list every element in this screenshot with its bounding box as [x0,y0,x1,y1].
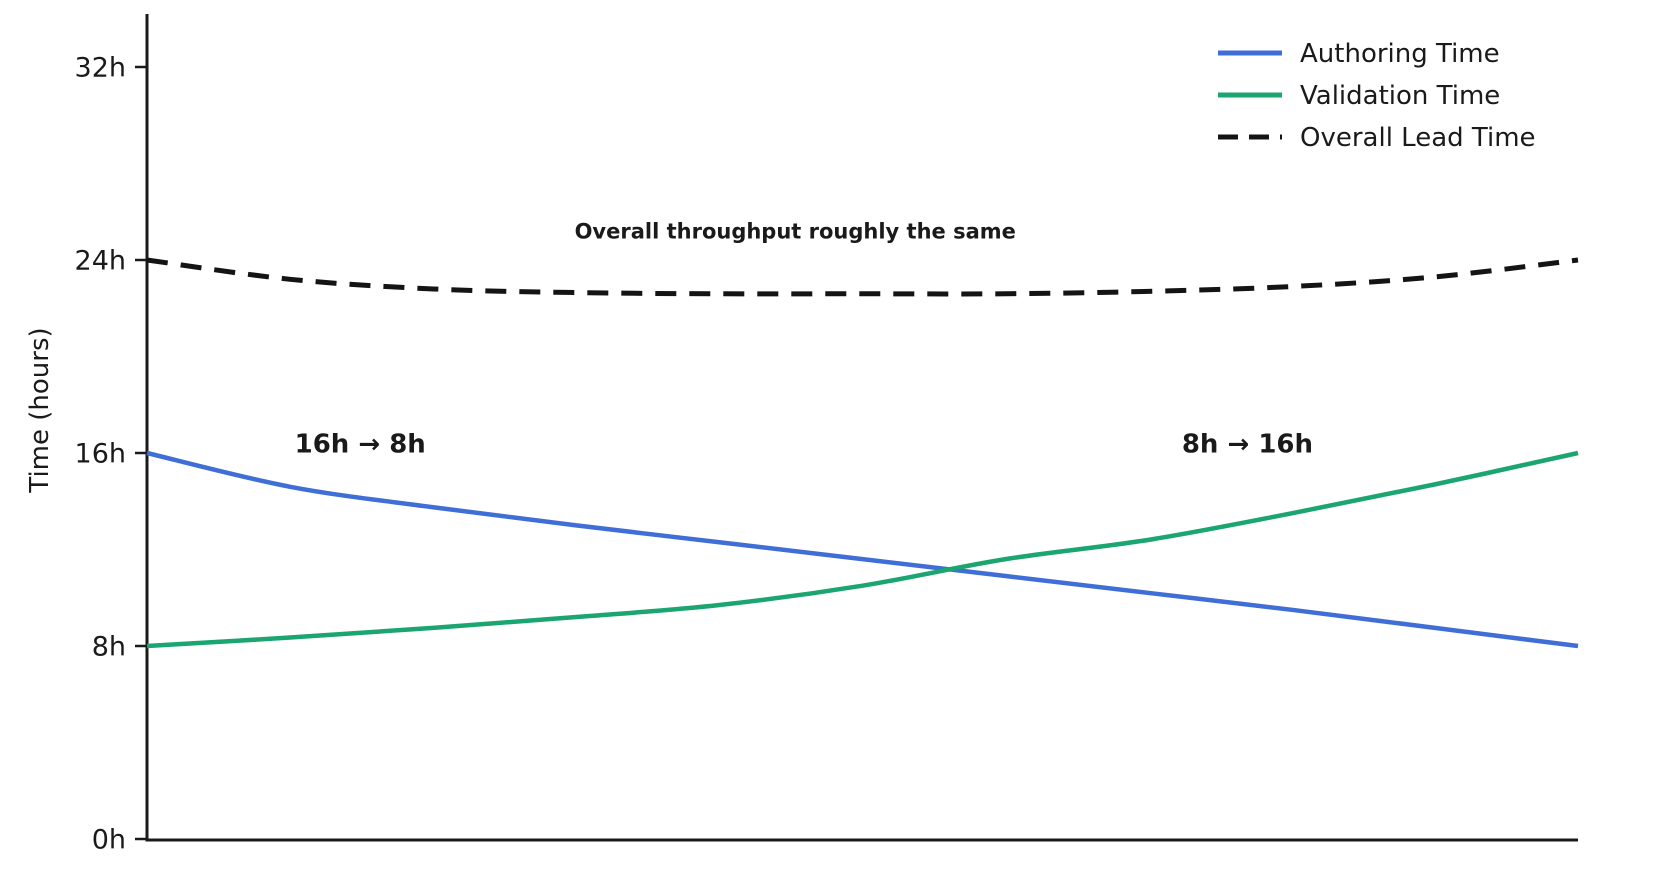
legend-label-overall: Overall Lead Time [1300,123,1536,153]
annotations: 16h → 8h 8h → 16h Overall throughput rou… [295,219,1313,459]
series-line-authoring-time [146,450,1579,649]
series-line-overall-lead-time [146,257,1579,297]
legend-item-overall: Overall Lead Time [1218,123,1536,153]
legend-label-authoring: Authoring Time [1300,39,1500,69]
y-axis-title: Time (hours) [25,327,55,493]
series-lines [146,257,1579,649]
y-tick-label: 8h [92,631,126,662]
annotation-validation-change: 8h → 16h [1182,429,1313,459]
legend-label-validation: Validation Time [1300,81,1500,111]
y-tick-label: 24h [75,245,126,276]
legend-item-validation: Validation Time [1218,81,1500,111]
series-line-validation-time [146,450,1579,649]
legend-item-authoring: Authoring Time [1218,39,1500,69]
annotation-throughput-note: Overall throughput roughly the same [575,219,1016,243]
legend: Authoring Time Validation Time Overall L… [1218,39,1536,153]
annotation-authoring-change: 16h → 8h [295,429,426,459]
y-tick-label: 32h [75,52,126,83]
y-tick-label: 16h [75,438,126,469]
y-tick-group: 0h 8h 16h 24h 32h [75,52,148,855]
y-tick-label: 0h [92,824,126,855]
axes: Time (hours) 0h 8h 16h 24h 32h [25,14,1578,855]
